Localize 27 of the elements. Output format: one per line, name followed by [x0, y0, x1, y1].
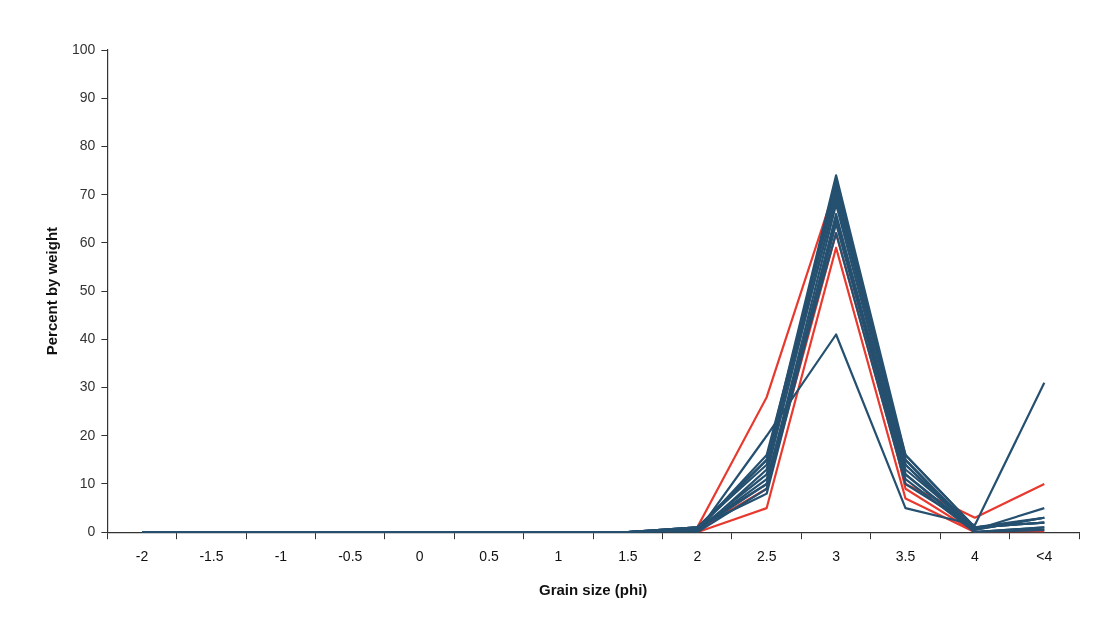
- x-tick-label: 0.5: [479, 548, 500, 565]
- y-tick-label: 100: [72, 40, 96, 57]
- x-tick-label: 0: [415, 548, 424, 565]
- y-tick-label: 50: [79, 281, 96, 298]
- y-tick-label: 90: [79, 89, 96, 106]
- y-tick-label: 20: [79, 426, 96, 443]
- x-tick-label: -0.5: [338, 548, 363, 565]
- x-tick-label: 3.5: [895, 548, 916, 565]
- x-tick-label: 1.5: [618, 548, 638, 565]
- y-tick-label: 40: [79, 330, 96, 347]
- x-tick-label: 1: [554, 548, 563, 565]
- x-tick-label: -1: [274, 548, 288, 565]
- x-tick-label: 3: [832, 548, 841, 565]
- x-axis-title: Grain size (phi): [539, 581, 648, 599]
- y-tick-label: 0: [87, 523, 96, 540]
- x-tick-label: -1.5: [199, 548, 224, 565]
- y-tick-label: 30: [79, 378, 96, 395]
- y-tick-label: 70: [79, 185, 96, 202]
- x-tick-label: 4: [971, 548, 979, 565]
- y-tick-label: 80: [79, 137, 96, 154]
- x-tick-label: <4: [1036, 548, 1053, 565]
- x-tick-label: 2: [693, 548, 702, 565]
- y-tick-label: 10: [79, 474, 96, 491]
- y-axis-title: Percent by weight: [43, 226, 61, 356]
- y-tick-label: 60: [79, 233, 96, 250]
- x-tick-label: 2.5: [756, 548, 777, 565]
- x-tick-label: -2: [135, 548, 149, 565]
